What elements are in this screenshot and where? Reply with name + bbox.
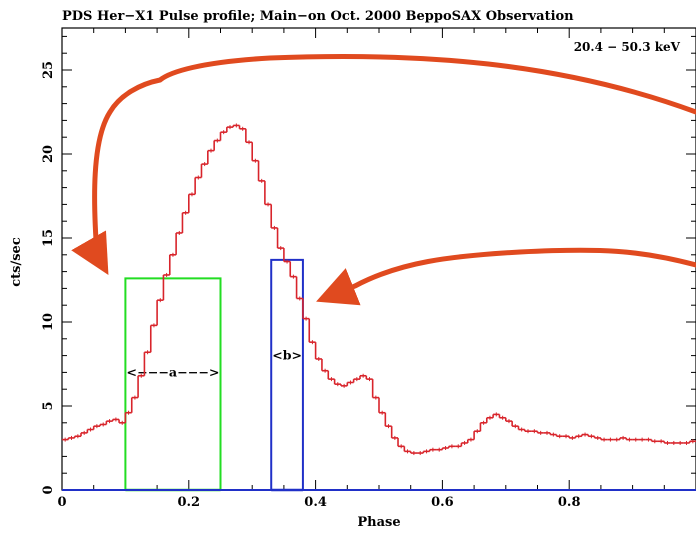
phase-region-label-0: <−−−a−−−> xyxy=(126,365,219,379)
phase-region-0 xyxy=(124,277,222,490)
phase-region-1 xyxy=(270,258,304,490)
y-tick-label: 10 xyxy=(41,313,56,331)
y-axis-ticks: 0 5 10 15 20 25 xyxy=(41,35,696,495)
y-axis-label: cts/sec xyxy=(9,237,24,287)
y-tick-label: 5 xyxy=(41,401,56,410)
x-tick-label: 0.6 xyxy=(431,495,454,510)
plot-frame xyxy=(61,27,696,491)
y-tick-label: 20 xyxy=(41,145,56,163)
y-tick-label: 0 xyxy=(41,485,56,494)
annotation-arrow-region-b xyxy=(316,247,696,306)
series-layer xyxy=(62,123,696,456)
chart-title: PDS Her−X1 Pulse profile; Main−on Oct. 2… xyxy=(62,9,574,24)
x-tick-label: 0 xyxy=(57,495,66,510)
y-tick-label: 15 xyxy=(41,229,56,247)
phase-regions: <−−−a−−−> <b> xyxy=(62,258,696,492)
energy-range-label: 20.4 − 50.3 keV xyxy=(574,40,681,54)
annotation-arrow-region-a xyxy=(71,53,696,276)
annotation-arrows xyxy=(71,53,696,306)
x-tick-label: 0.8 xyxy=(558,495,581,510)
phase-region-label-1: <b> xyxy=(272,349,302,363)
x-tick-label: 0.2 xyxy=(177,495,200,510)
x-tick-label: 0.4 xyxy=(304,495,327,510)
x-axis-ticks: 0 0.2 0.4 0.6 0.8 xyxy=(57,28,696,510)
y-tick-label: 25 xyxy=(41,61,56,79)
x-axis-label: Phase xyxy=(357,515,400,530)
